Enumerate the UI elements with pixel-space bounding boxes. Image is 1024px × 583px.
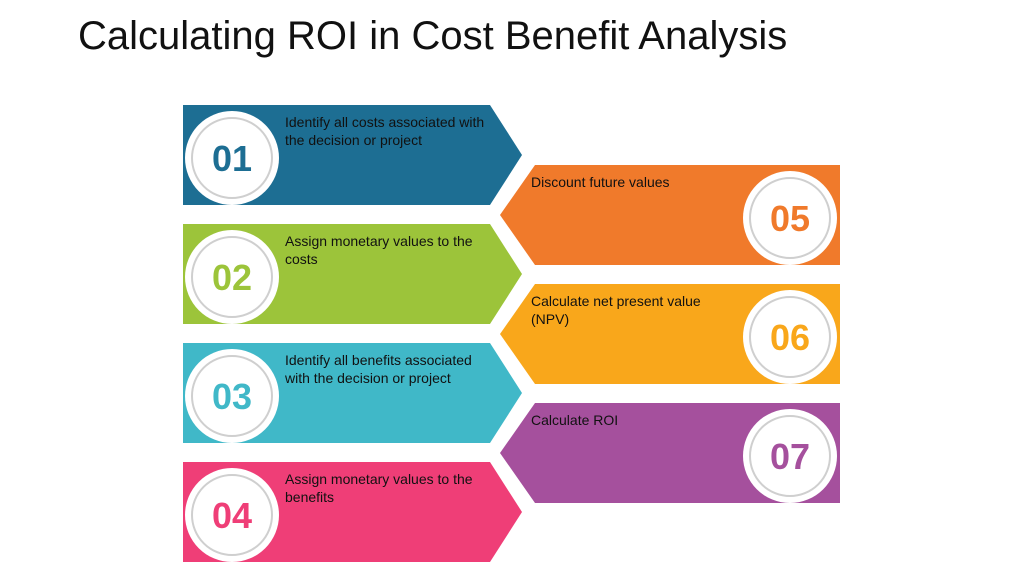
step-text: Assign monetary values to the benefits	[285, 471, 473, 505]
number-circle-inner	[191, 355, 273, 437]
number-circle-inner	[749, 415, 831, 497]
number-circle-inner	[191, 474, 273, 556]
step-number: 02	[212, 257, 252, 298]
step-number: 01	[212, 138, 252, 179]
step-text: Identify all costs associated with the d…	[285, 114, 485, 148]
step-text: Identify all benefits associated with th…	[285, 352, 472, 386]
title: Calculating ROI in Cost Benefit Analysis	[78, 14, 788, 58]
step-number: 04	[212, 495, 252, 536]
step-number: 07	[770, 436, 810, 477]
step-number: 03	[212, 376, 252, 417]
step-text: Assign monetary values to the costs	[285, 233, 473, 267]
number-circle-inner	[191, 236, 273, 318]
step-text: Calculate net present value (NPV)	[531, 293, 701, 327]
step-number: 06	[770, 317, 810, 358]
step-text: Discount future values	[531, 174, 670, 190]
number-circle-inner	[749, 296, 831, 378]
number-circle-inner	[191, 117, 273, 199]
number-circle-inner	[749, 177, 831, 259]
step-text: Calculate ROI	[531, 412, 619, 428]
step-number: 05	[770, 198, 810, 239]
